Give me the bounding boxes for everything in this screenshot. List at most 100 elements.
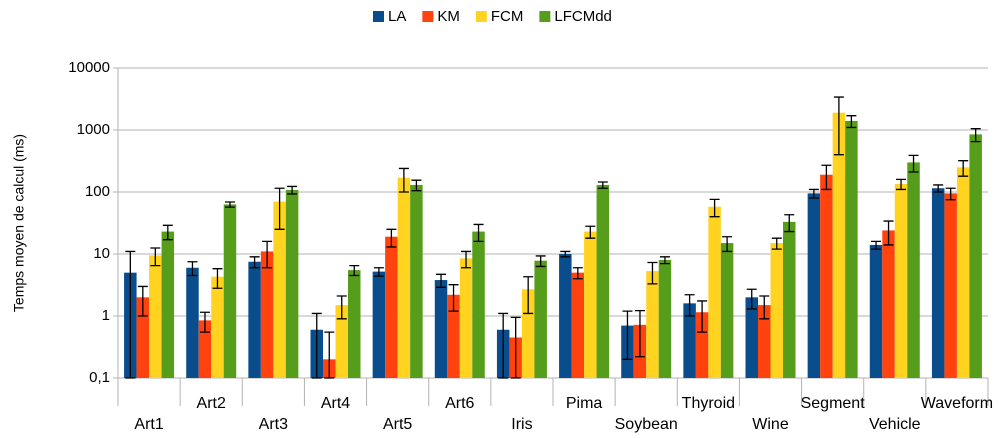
bar — [683, 303, 696, 378]
error-bar — [224, 201, 235, 208]
x-tick-label: Art4 — [321, 395, 350, 412]
bar — [596, 184, 610, 378]
x-tick-label: Art1 — [134, 416, 163, 433]
bar — [894, 183, 908, 378]
y-tick-label: 1 — [102, 307, 110, 324]
error-bar — [833, 96, 844, 156]
error-bar — [634, 309, 645, 358]
error-bar — [908, 154, 919, 173]
error-bar — [249, 256, 260, 269]
error-bar — [659, 256, 670, 265]
bar — [695, 312, 709, 378]
bar — [770, 243, 783, 378]
error-bar — [137, 285, 148, 317]
error-bar — [523, 276, 534, 315]
bar — [372, 271, 386, 378]
x-tick-label: Pima — [566, 395, 603, 412]
error-bar — [324, 331, 335, 379]
bar — [882, 230, 895, 378]
bar — [534, 260, 547, 378]
error-bar — [274, 187, 285, 230]
bar — [646, 271, 659, 378]
bar — [758, 305, 771, 378]
bar — [869, 244, 883, 378]
y-tick-label: 100 — [85, 183, 110, 200]
error-bar — [746, 288, 757, 310]
error-bar — [510, 316, 521, 379]
bar — [397, 177, 411, 378]
error-bar — [784, 214, 795, 233]
error-bar — [821, 164, 832, 191]
bar — [783, 221, 796, 378]
legend-label: LFCMdd — [554, 8, 612, 25]
bar — [198, 320, 212, 378]
bar — [335, 305, 348, 378]
bar — [820, 174, 833, 378]
bar — [149, 255, 162, 378]
legend-swatch — [475, 11, 487, 22]
error-bar — [846, 115, 857, 129]
y-tick-label: 1000 — [77, 121, 110, 138]
error-bar — [473, 223, 484, 242]
legend-label: LA — [388, 8, 406, 25]
error-bar — [411, 179, 422, 192]
bar — [472, 231, 485, 378]
error-bar — [461, 250, 472, 269]
error-bar — [896, 178, 907, 191]
y-axis-label: Temps moyen de calcul (ms) — [11, 134, 27, 312]
error-bar — [572, 267, 583, 280]
legend-label: FCM — [491, 8, 524, 25]
error-bar — [125, 250, 136, 379]
bar — [447, 294, 460, 378]
bar — [161, 231, 175, 378]
error-bar — [871, 240, 882, 250]
error-bar — [187, 261, 198, 277]
x-tick-label: Art3 — [259, 416, 288, 433]
bar — [260, 251, 274, 378]
x-tick-label: Thyroid — [682, 395, 735, 412]
error-bar — [162, 224, 173, 241]
error-bar — [622, 310, 633, 360]
bar — [658, 260, 672, 378]
error-bar — [398, 167, 409, 193]
bar — [136, 297, 150, 378]
legend-swatch — [373, 11, 384, 22]
x-tick-label: Art5 — [383, 416, 412, 433]
error-bar — [808, 188, 819, 199]
bar — [348, 270, 361, 378]
bar — [845, 120, 858, 378]
error-bar — [933, 184, 944, 193]
bar — [931, 188, 945, 378]
error-bar — [311, 312, 322, 379]
bar — [571, 272, 585, 378]
error-bar — [498, 312, 509, 379]
error-bar — [436, 273, 447, 288]
legend-swatch — [422, 11, 434, 22]
error-bar — [150, 247, 161, 267]
x-tick-label: Waveform — [921, 395, 993, 412]
bar — [907, 162, 920, 378]
bar — [720, 243, 734, 378]
legend-label: KM — [437, 8, 460, 25]
bar — [708, 206, 721, 378]
error-bar — [771, 237, 782, 250]
bar — [944, 193, 957, 378]
error-bar — [709, 198, 720, 218]
error-bar — [373, 267, 384, 277]
error-bar — [448, 284, 459, 312]
bar — [521, 289, 535, 378]
x-tick-label: Soybean — [615, 416, 678, 433]
error-bar — [199, 311, 210, 333]
y-tick-label: 10 — [93, 245, 110, 262]
bar — [385, 236, 398, 378]
error-bar — [958, 160, 969, 177]
x-tick-label: Iris — [511, 416, 532, 433]
error-bar — [883, 220, 894, 246]
bar — [969, 134, 982, 378]
bar — [807, 193, 821, 378]
error-bar — [684, 294, 695, 317]
error-bar — [647, 261, 658, 285]
x-tick-label: Art6 — [445, 395, 474, 412]
bar — [459, 258, 473, 378]
error-bar — [287, 185, 298, 195]
